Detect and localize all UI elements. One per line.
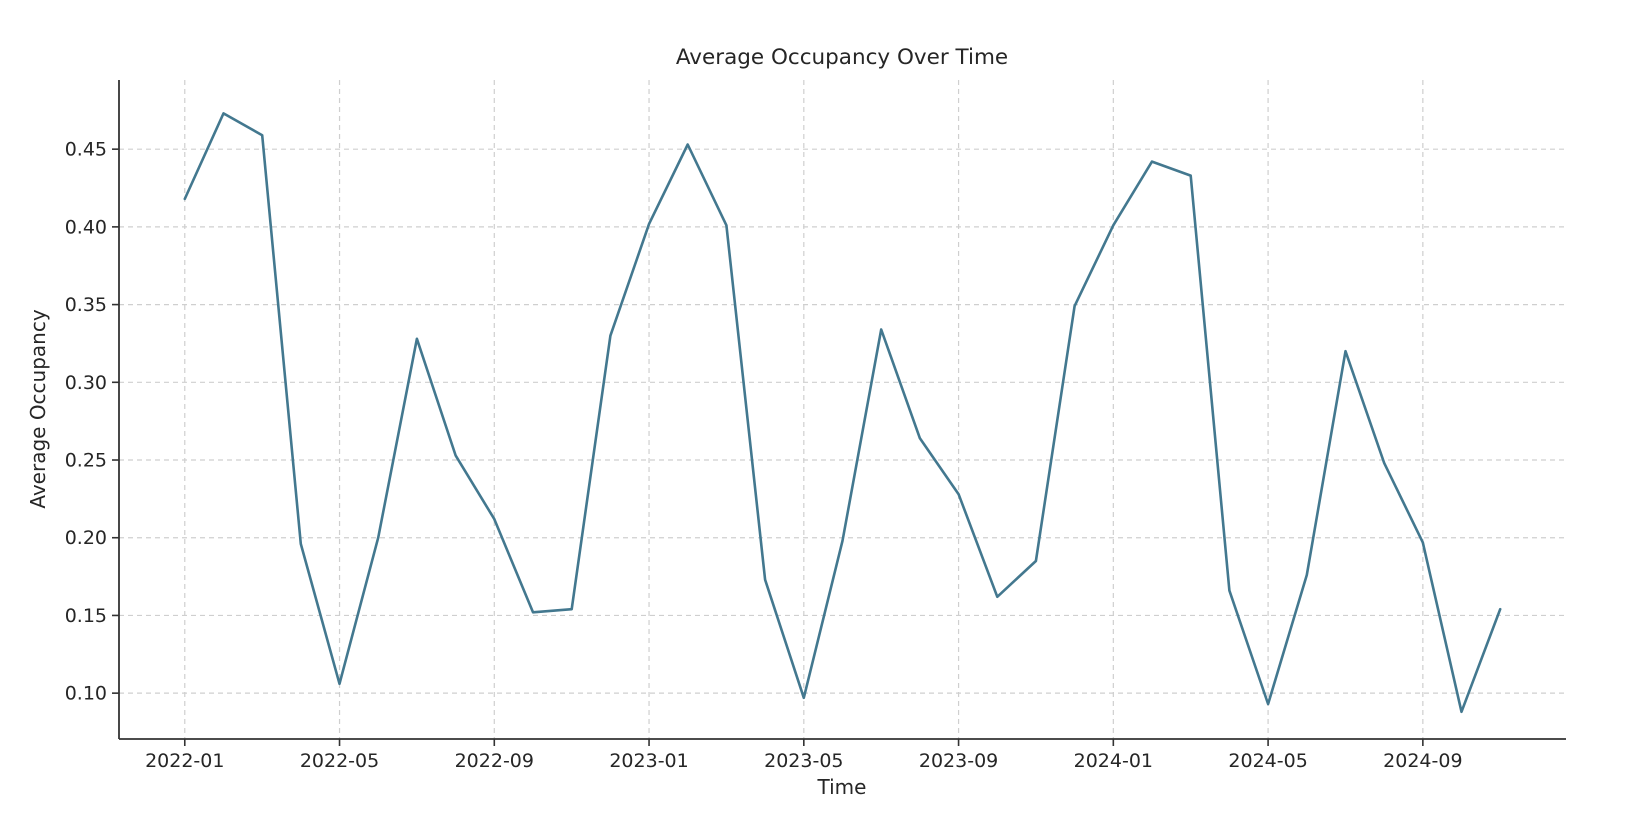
y-tick-label: 0.25 (65, 450, 107, 472)
x-tick-label: 2022-01 (145, 750, 224, 772)
x-tick-label: 2024-01 (1074, 750, 1153, 772)
x-tick-label: 2023-09 (919, 750, 998, 772)
x-tick-label: 2024-09 (1383, 750, 1462, 772)
y-axis-label: Average Occupancy (26, 309, 50, 509)
x-tick-label: 2024-05 (1228, 750, 1307, 772)
y-tick-label: 0.20 (65, 527, 107, 549)
y-tick-label: 0.15 (65, 605, 107, 627)
x-tick-label: 2023-05 (764, 750, 843, 772)
x-tick-label: 2023-01 (609, 750, 688, 772)
x-axis-label: Time (817, 775, 867, 799)
x-tick-label: 2022-09 (455, 750, 534, 772)
y-tick-label: 0.40 (65, 216, 107, 238)
occupancy-series-line (183, 112, 1502, 714)
y-tick-label: 0.10 (65, 683, 107, 705)
x-tick-label: 2022-05 (300, 750, 379, 772)
chart-title: Average Occupancy Over Time (676, 45, 1008, 70)
y-tick-label: 0.45 (65, 139, 107, 161)
y-tick-label: 0.30 (65, 372, 107, 394)
y-tick-label: 0.35 (65, 294, 107, 316)
